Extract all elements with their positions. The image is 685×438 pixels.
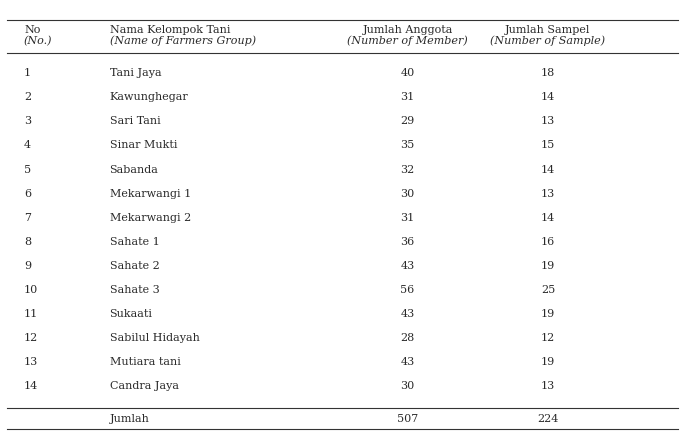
Text: 40: 40 — [401, 68, 414, 78]
Text: 5: 5 — [24, 165, 31, 174]
Text: 3: 3 — [24, 117, 31, 126]
Text: 25: 25 — [541, 285, 555, 295]
Text: 19: 19 — [541, 357, 555, 367]
Text: 30: 30 — [401, 189, 414, 198]
Text: 15: 15 — [541, 141, 555, 150]
Text: 16: 16 — [541, 237, 555, 247]
Text: 8: 8 — [24, 237, 31, 247]
Text: 6: 6 — [24, 189, 31, 198]
Text: 507: 507 — [397, 414, 419, 424]
Text: 12: 12 — [541, 333, 555, 343]
Text: 32: 32 — [401, 165, 414, 174]
Text: Nama Kelompok Tani: Nama Kelompok Tani — [110, 25, 230, 35]
Text: Sabanda: Sabanda — [110, 165, 158, 174]
Text: Sahate 1: Sahate 1 — [110, 237, 160, 247]
Text: 43: 43 — [401, 357, 414, 367]
Text: Sinar Mukti: Sinar Mukti — [110, 141, 177, 150]
Text: 28: 28 — [401, 333, 414, 343]
Text: Mutiara tani: Mutiara tani — [110, 357, 180, 367]
Text: 31: 31 — [401, 213, 414, 223]
Text: Sari Tani: Sari Tani — [110, 117, 160, 126]
Text: 4: 4 — [24, 141, 31, 150]
Text: Kawunghegar: Kawunghegar — [110, 92, 188, 102]
Text: 7: 7 — [24, 213, 31, 223]
Text: Sahate 2: Sahate 2 — [110, 261, 160, 271]
Text: 13: 13 — [541, 381, 555, 391]
Text: Jumlah Anggota: Jumlah Anggota — [362, 25, 453, 35]
Text: 13: 13 — [541, 117, 555, 126]
Text: 1: 1 — [24, 68, 31, 78]
Text: 43: 43 — [401, 261, 414, 271]
Text: 18: 18 — [541, 68, 555, 78]
Text: 11: 11 — [24, 309, 38, 319]
Text: 56: 56 — [401, 285, 414, 295]
Text: Jumlah: Jumlah — [110, 414, 149, 424]
Text: 19: 19 — [541, 309, 555, 319]
Text: 19: 19 — [541, 261, 555, 271]
Text: (Number of Member): (Number of Member) — [347, 36, 468, 46]
Text: (Number of Sample): (Number of Sample) — [490, 36, 606, 46]
Text: Mekarwangi 1: Mekarwangi 1 — [110, 189, 191, 198]
Text: 13: 13 — [24, 357, 38, 367]
Text: 14: 14 — [24, 381, 38, 391]
Text: 43: 43 — [401, 309, 414, 319]
Text: Sukaati: Sukaati — [110, 309, 153, 319]
Text: 10: 10 — [24, 285, 38, 295]
Text: 14: 14 — [541, 213, 555, 223]
Text: 31: 31 — [401, 92, 414, 102]
Text: 224: 224 — [537, 414, 559, 424]
Text: Tani Jaya: Tani Jaya — [110, 68, 161, 78]
Text: 36: 36 — [401, 237, 414, 247]
Text: 30: 30 — [401, 381, 414, 391]
Text: 35: 35 — [401, 141, 414, 150]
Text: 14: 14 — [541, 165, 555, 174]
Text: Jumlah Sampel: Jumlah Sampel — [506, 25, 590, 35]
Text: 29: 29 — [401, 117, 414, 126]
Text: 2: 2 — [24, 92, 31, 102]
Text: 12: 12 — [24, 333, 38, 343]
Text: 14: 14 — [541, 92, 555, 102]
Text: Sahate 3: Sahate 3 — [110, 285, 160, 295]
Text: 9: 9 — [24, 261, 31, 271]
Text: Candra Jaya: Candra Jaya — [110, 381, 179, 391]
Text: Mekarwangi 2: Mekarwangi 2 — [110, 213, 191, 223]
Text: Sabilul Hidayah: Sabilul Hidayah — [110, 333, 199, 343]
Text: 13: 13 — [541, 189, 555, 198]
Text: (Name of Farmers Group): (Name of Farmers Group) — [110, 36, 256, 46]
Text: No: No — [24, 25, 40, 35]
Text: (No.): (No.) — [24, 36, 53, 46]
